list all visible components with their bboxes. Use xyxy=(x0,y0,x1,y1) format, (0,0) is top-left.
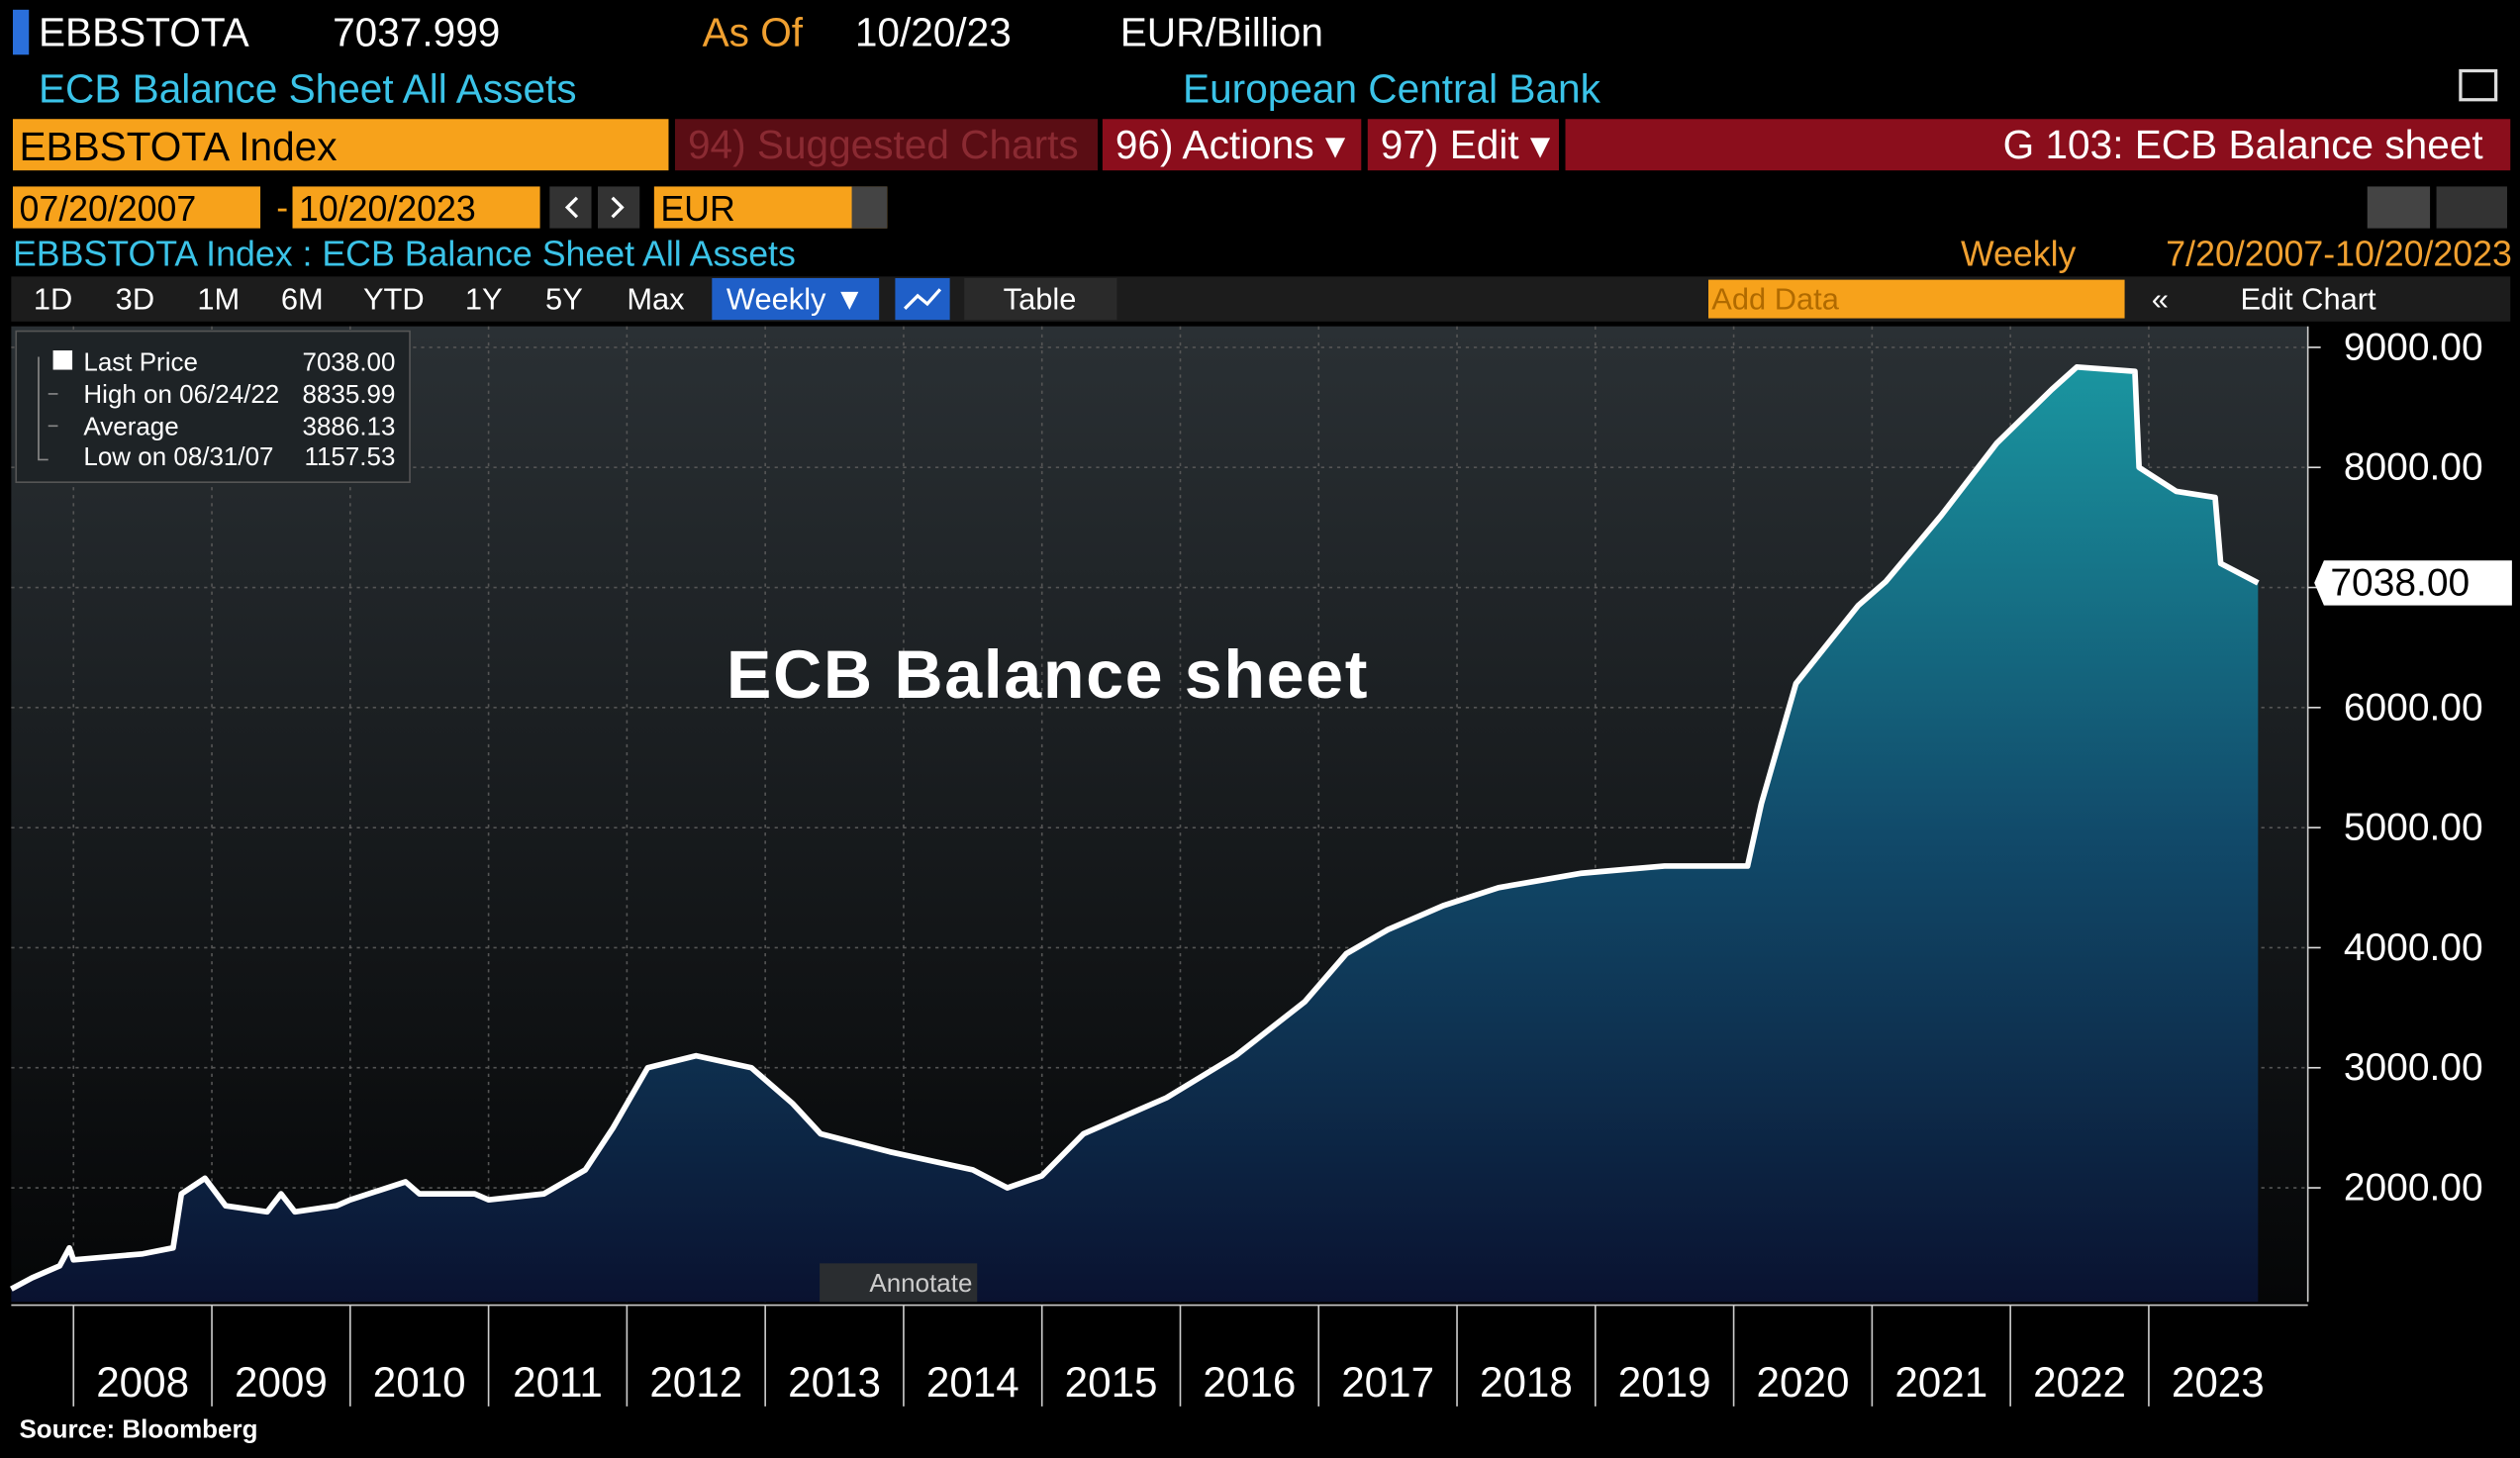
range: 7/20/2007-10/20/2023 xyxy=(2166,235,2512,274)
undo-btn[interactable] xyxy=(2367,186,2431,229)
x-tick-label: 2010 xyxy=(373,1359,466,1406)
security-box[interactable] xyxy=(12,119,669,171)
legend-label: Average xyxy=(83,411,178,440)
y-tick-label: 9000.00 xyxy=(2344,326,2483,368)
y-tick-label: 6000.00 xyxy=(2344,686,2483,729)
x-tick-label: 2021 xyxy=(1894,1359,1987,1406)
issuer: European Central Bank xyxy=(1183,65,1601,111)
y-tick-label: 4000.00 xyxy=(2344,926,2483,969)
legend-swatch xyxy=(52,350,73,370)
legend-value: 1157.53 xyxy=(304,441,395,471)
legend-label: Last Price xyxy=(83,346,197,376)
legend-value: 8835.99 xyxy=(303,379,396,409)
suggested-btn[interactable] xyxy=(674,119,1099,171)
x-tick-label: 2017 xyxy=(1341,1359,1434,1406)
source: Source: Bloomberg xyxy=(19,1414,257,1444)
table-btn[interactable] xyxy=(964,277,1117,321)
x-tick-label: 2020 xyxy=(1757,1359,1850,1406)
last-value-box xyxy=(2314,560,2512,606)
arrows xyxy=(564,196,625,219)
marker xyxy=(12,9,30,55)
period-btn[interactable]: 6M xyxy=(281,282,324,317)
security: EBBSTOTA Index xyxy=(19,124,337,169)
x-tick-label: 2019 xyxy=(1618,1359,1711,1406)
y-tick-label: 8000.00 xyxy=(2344,446,2483,489)
period-btn[interactable]: 3D xyxy=(116,282,154,317)
period-btn[interactable]: 5Y xyxy=(545,282,583,317)
y-tick-label: 5000.00 xyxy=(2344,807,2483,849)
edit: 97) Edit ▾ xyxy=(1381,122,1551,167)
next-btn[interactable] xyxy=(598,186,640,229)
annotate: Annotate xyxy=(869,1268,972,1298)
frequency-btn[interactable] xyxy=(712,277,880,321)
period-btn[interactable]: 1D xyxy=(34,282,72,317)
prev-btn[interactable] xyxy=(549,186,592,229)
page-bar xyxy=(1565,119,2511,171)
redo-btn[interactable] xyxy=(2436,186,2508,229)
x-tick-label: 2012 xyxy=(649,1359,742,1406)
legend-label: High on 06/24/22 xyxy=(83,379,279,409)
as-of: As Of xyxy=(703,10,804,55)
separator: - xyxy=(276,188,288,228)
actions-btn[interactable] xyxy=(1102,119,1362,171)
x-tick-label: 2018 xyxy=(1480,1359,1573,1406)
page-name: G 103: ECB Balance sheet xyxy=(2003,122,2483,167)
x-tick-label: 2009 xyxy=(235,1359,328,1406)
plot xyxy=(10,326,2308,1303)
legend-value: 3886.13 xyxy=(303,411,396,440)
legend-value: 7038.00 xyxy=(303,346,396,376)
annotate-btn[interactable] xyxy=(820,1263,978,1303)
suggested: 94) Suggested Charts xyxy=(688,122,1079,167)
area xyxy=(11,366,2259,1303)
end-box[interactable] xyxy=(292,186,540,229)
last-value-label: 7038.00 xyxy=(2330,561,2470,604)
period-btn[interactable]: 1Y xyxy=(465,282,503,317)
end-date: 10/20/2023 xyxy=(299,189,476,229)
x-tick-label: 2011 xyxy=(513,1359,603,1406)
period-btn[interactable]: 1M xyxy=(197,282,240,317)
x-tick-label: 2008 xyxy=(96,1359,189,1406)
popout-icon[interactable] xyxy=(2459,68,2498,102)
price: 7037.999 xyxy=(333,10,500,55)
legend-box xyxy=(15,330,411,484)
x-tick-label: 2016 xyxy=(1203,1359,1296,1406)
start-date: 07/20/2007 xyxy=(19,189,196,229)
legend-label: Low on 08/31/07 xyxy=(83,441,273,471)
y-tick-label: 2000.00 xyxy=(2344,1167,2483,1210)
edit-btn[interactable] xyxy=(1367,119,1560,171)
table: Table xyxy=(1004,282,1077,317)
legend-tree xyxy=(38,356,58,461)
chart-title: ECB Balance sheet xyxy=(727,637,1369,713)
units: EUR/Billion xyxy=(1120,10,1323,55)
currency-drop[interactable] xyxy=(851,186,888,229)
x-tick-label: 2013 xyxy=(788,1359,881,1406)
chart-icon xyxy=(904,288,942,310)
add-data: Add Data xyxy=(1711,282,1839,317)
collapse-icon[interactable]: « xyxy=(2152,282,2169,317)
currency: EUR xyxy=(660,189,734,229)
security-name: ECB Balance Sheet All Assets xyxy=(39,65,577,111)
x-tick-label: 2023 xyxy=(2172,1359,2265,1406)
x-tick-label: 2014 xyxy=(926,1359,1019,1406)
period-btn[interactable]: Max xyxy=(627,282,685,317)
x-tick-label: 2022 xyxy=(2033,1359,2126,1406)
chart-header: EBBSTOTA Index : ECB Balance Sheet All A… xyxy=(13,235,796,274)
line xyxy=(10,363,2260,1292)
x-tick-label: 2015 xyxy=(1065,1359,1158,1406)
period-btn[interactable]: YTD xyxy=(363,282,425,317)
currency-box[interactable] xyxy=(653,186,888,229)
y-tick-label: 3000.00 xyxy=(2344,1046,2483,1089)
frequency: Weekly xyxy=(1961,235,2077,274)
start-box[interactable] xyxy=(12,186,261,229)
actions: 96) Actions ▾ xyxy=(1115,122,1346,167)
as-of-date: 10/20/23 xyxy=(855,10,1012,55)
edit-chart[interactable]: Edit Chart xyxy=(2240,282,2376,317)
add-data-box[interactable] xyxy=(1708,279,2125,319)
frequency-select: Weekly ▼ xyxy=(727,282,865,317)
ticker: EBBSTOTA xyxy=(39,10,249,55)
